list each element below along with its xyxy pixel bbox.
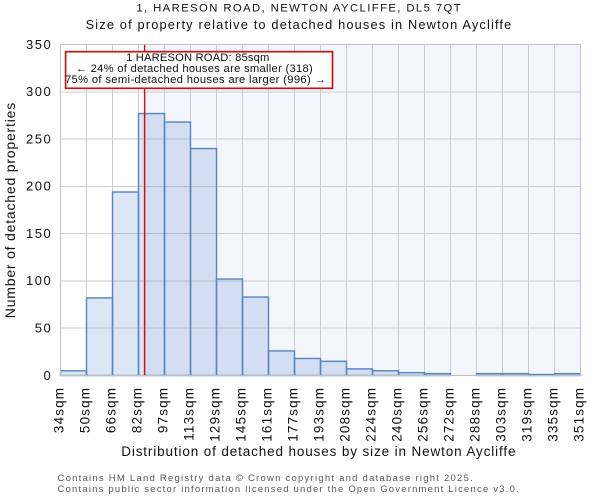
svg-text:351sqm: 351sqm: [571, 387, 586, 442]
svg-text:34sqm: 34sqm: [51, 387, 66, 433]
svg-text:Distribution of detached house: Distribution of detached houses by size …: [121, 444, 516, 459]
svg-text:300: 300: [26, 84, 52, 99]
svg-text:Number of detached properties: Number of detached properties: [2, 102, 18, 318]
svg-text:97sqm: 97sqm: [155, 387, 170, 433]
svg-text:193sqm: 193sqm: [311, 387, 326, 442]
svg-text:145sqm: 145sqm: [233, 387, 248, 442]
svg-text:250: 250: [26, 131, 52, 146]
svg-text:1 HARESON ROAD: 85sqm: 1 HARESON ROAD: 85sqm: [126, 52, 269, 64]
svg-text:319sqm: 319sqm: [519, 387, 534, 442]
svg-text:177sqm: 177sqm: [285, 387, 300, 442]
svg-text:113sqm: 113sqm: [181, 387, 196, 441]
svg-text:161sqm: 161sqm: [259, 387, 274, 442]
svg-text:150: 150: [26, 226, 52, 241]
svg-text:224sqm: 224sqm: [363, 387, 378, 442]
svg-text:272sqm: 272sqm: [441, 387, 456, 442]
svg-text:303sqm: 303sqm: [493, 387, 508, 442]
svg-text:0: 0: [43, 368, 52, 383]
svg-text:208sqm: 208sqm: [337, 387, 352, 442]
svg-text:Size of property relative to d: Size of property relative to detached ho…: [86, 17, 513, 32]
svg-text:200: 200: [26, 179, 52, 194]
svg-text:← 24% of detached houses are s: ← 24% of detached houses are smaller (31…: [76, 63, 313, 75]
svg-text:Contains HM Land Registry data: Contains HM Land Registry data © Crown c…: [58, 473, 474, 484]
svg-text:50sqm: 50sqm: [77, 387, 92, 433]
svg-text:50: 50: [35, 321, 52, 336]
svg-text:Contains public sector informa: Contains public sector information licen…: [58, 484, 520, 495]
svg-text:100: 100: [26, 273, 52, 288]
svg-text:256sqm: 256sqm: [415, 387, 430, 442]
svg-text:129sqm: 129sqm: [207, 387, 222, 442]
svg-text:350: 350: [26, 37, 52, 52]
svg-text:240sqm: 240sqm: [389, 387, 404, 442]
svg-text:1, HARESON ROAD, NEWTON AYCLIF: 1, HARESON ROAD, NEWTON AYCLIFFE, DL5 7Q…: [136, 3, 462, 15]
svg-text:82sqm: 82sqm: [129, 387, 144, 433]
svg-text:335sqm: 335sqm: [545, 387, 560, 442]
svg-text:75% of semi-detached houses ar: 75% of semi-detached houses are larger (…: [65, 74, 326, 86]
svg-text:288sqm: 288sqm: [467, 387, 482, 442]
svg-text:66sqm: 66sqm: [103, 387, 118, 433]
